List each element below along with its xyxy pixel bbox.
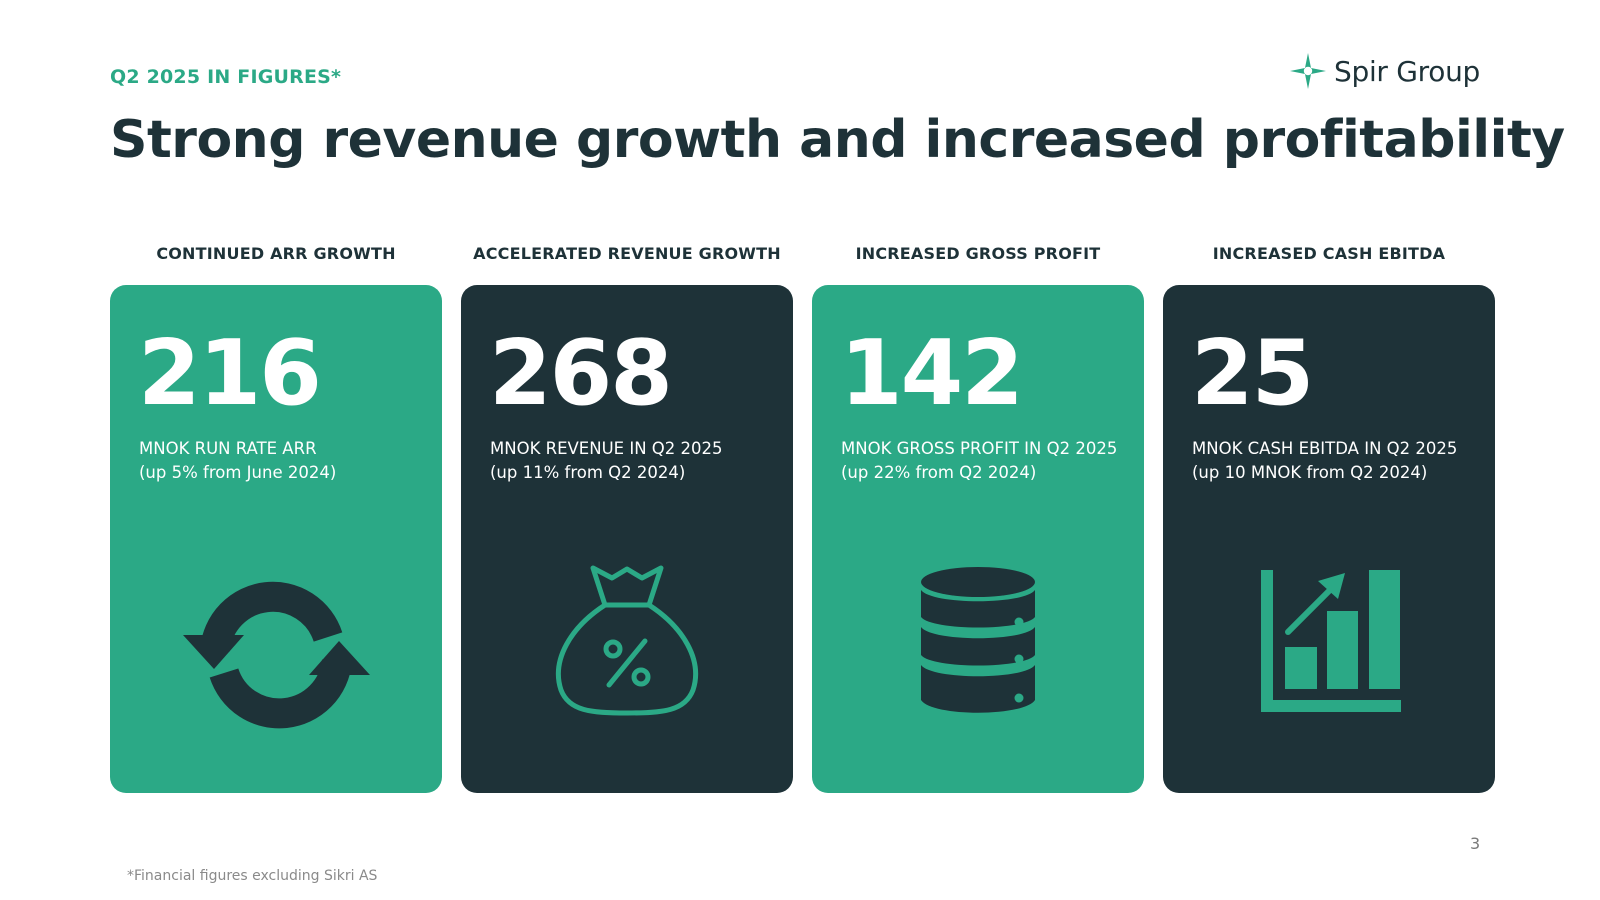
database-icon <box>812 565 1144 745</box>
kpi-description-line2: (up 11% from Q2 2024) <box>490 463 686 482</box>
refresh-arrows-icon <box>110 565 442 745</box>
card-header-gross-profit: INCREASED GROSS PROFIT <box>855 244 1101 263</box>
page-title: Strong revenue growth and increased prof… <box>110 110 1565 170</box>
kpi-description: MNOK CASH EBITDA IN Q2 2025 (up 10 MNOK … <box>1192 437 1492 485</box>
kpi-description-line2: (up 10 MNOK from Q2 2024) <box>1192 463 1428 482</box>
card-header-ebitda: INCREASED CASH EBITDA <box>1212 244 1446 263</box>
card-header-revenue: ACCELERATED REVENUE GROWTH <box>473 244 781 263</box>
page-number: 3 <box>1470 834 1481 853</box>
footnote: *Financial figures excluding Sikri AS <box>127 868 378 884</box>
kpi-value: 25 <box>1191 321 1314 426</box>
kpi-description-line2: (up 22% from Q2 2024) <box>841 463 1037 482</box>
kpi-value: 142 <box>840 321 1024 426</box>
logo-text: Spir Group <box>1334 54 1480 88</box>
kpi-value: 216 <box>138 321 322 426</box>
four-point-star-icon <box>1290 53 1326 89</box>
section-eyebrow: Q2 2025 IN FIGURES* <box>110 66 342 88</box>
card-header-arr: CONTINUED ARR GROWTH <box>156 244 396 263</box>
kpi-description: MNOK REVENUE IN Q2 2025 (up 11% from Q2 … <box>490 437 790 485</box>
company-logo: Spir Group <box>1288 50 1480 92</box>
kpi-card-ebitda: 25 MNOK CASH EBITDA IN Q2 2025 (up 10 MN… <box>1163 285 1495 793</box>
money-bag-percent-icon <box>461 565 793 745</box>
kpi-description-line1: MNOK GROSS PROFIT IN Q2 2025 <box>841 439 1118 458</box>
kpi-description: MNOK GROSS PROFIT IN Q2 2025 (up 22% fro… <box>841 437 1141 485</box>
kpi-card-arr: 216 MNOK RUN RATE ARR (up 5% from June 2… <box>110 285 442 793</box>
kpi-card-revenue: 268 MNOK REVENUE IN Q2 2025 (up 11% from… <box>461 285 793 793</box>
kpi-card-gross-profit: 142 MNOK GROSS PROFIT IN Q2 2025 (up 22%… <box>812 285 1144 793</box>
kpi-value: 268 <box>489 321 673 426</box>
kpi-description-line1: MNOK CASH EBITDA IN Q2 2025 <box>1192 439 1458 458</box>
kpi-description-line2: (up 5% from June 2024) <box>139 463 337 482</box>
kpi-description-line1: MNOK REVENUE IN Q2 2025 <box>490 439 723 458</box>
growth-bar-chart-icon <box>1163 565 1495 745</box>
kpi-description: MNOK RUN RATE ARR (up 5% from June 2024) <box>139 437 439 485</box>
kpi-description-line1: MNOK RUN RATE ARR <box>139 439 317 458</box>
